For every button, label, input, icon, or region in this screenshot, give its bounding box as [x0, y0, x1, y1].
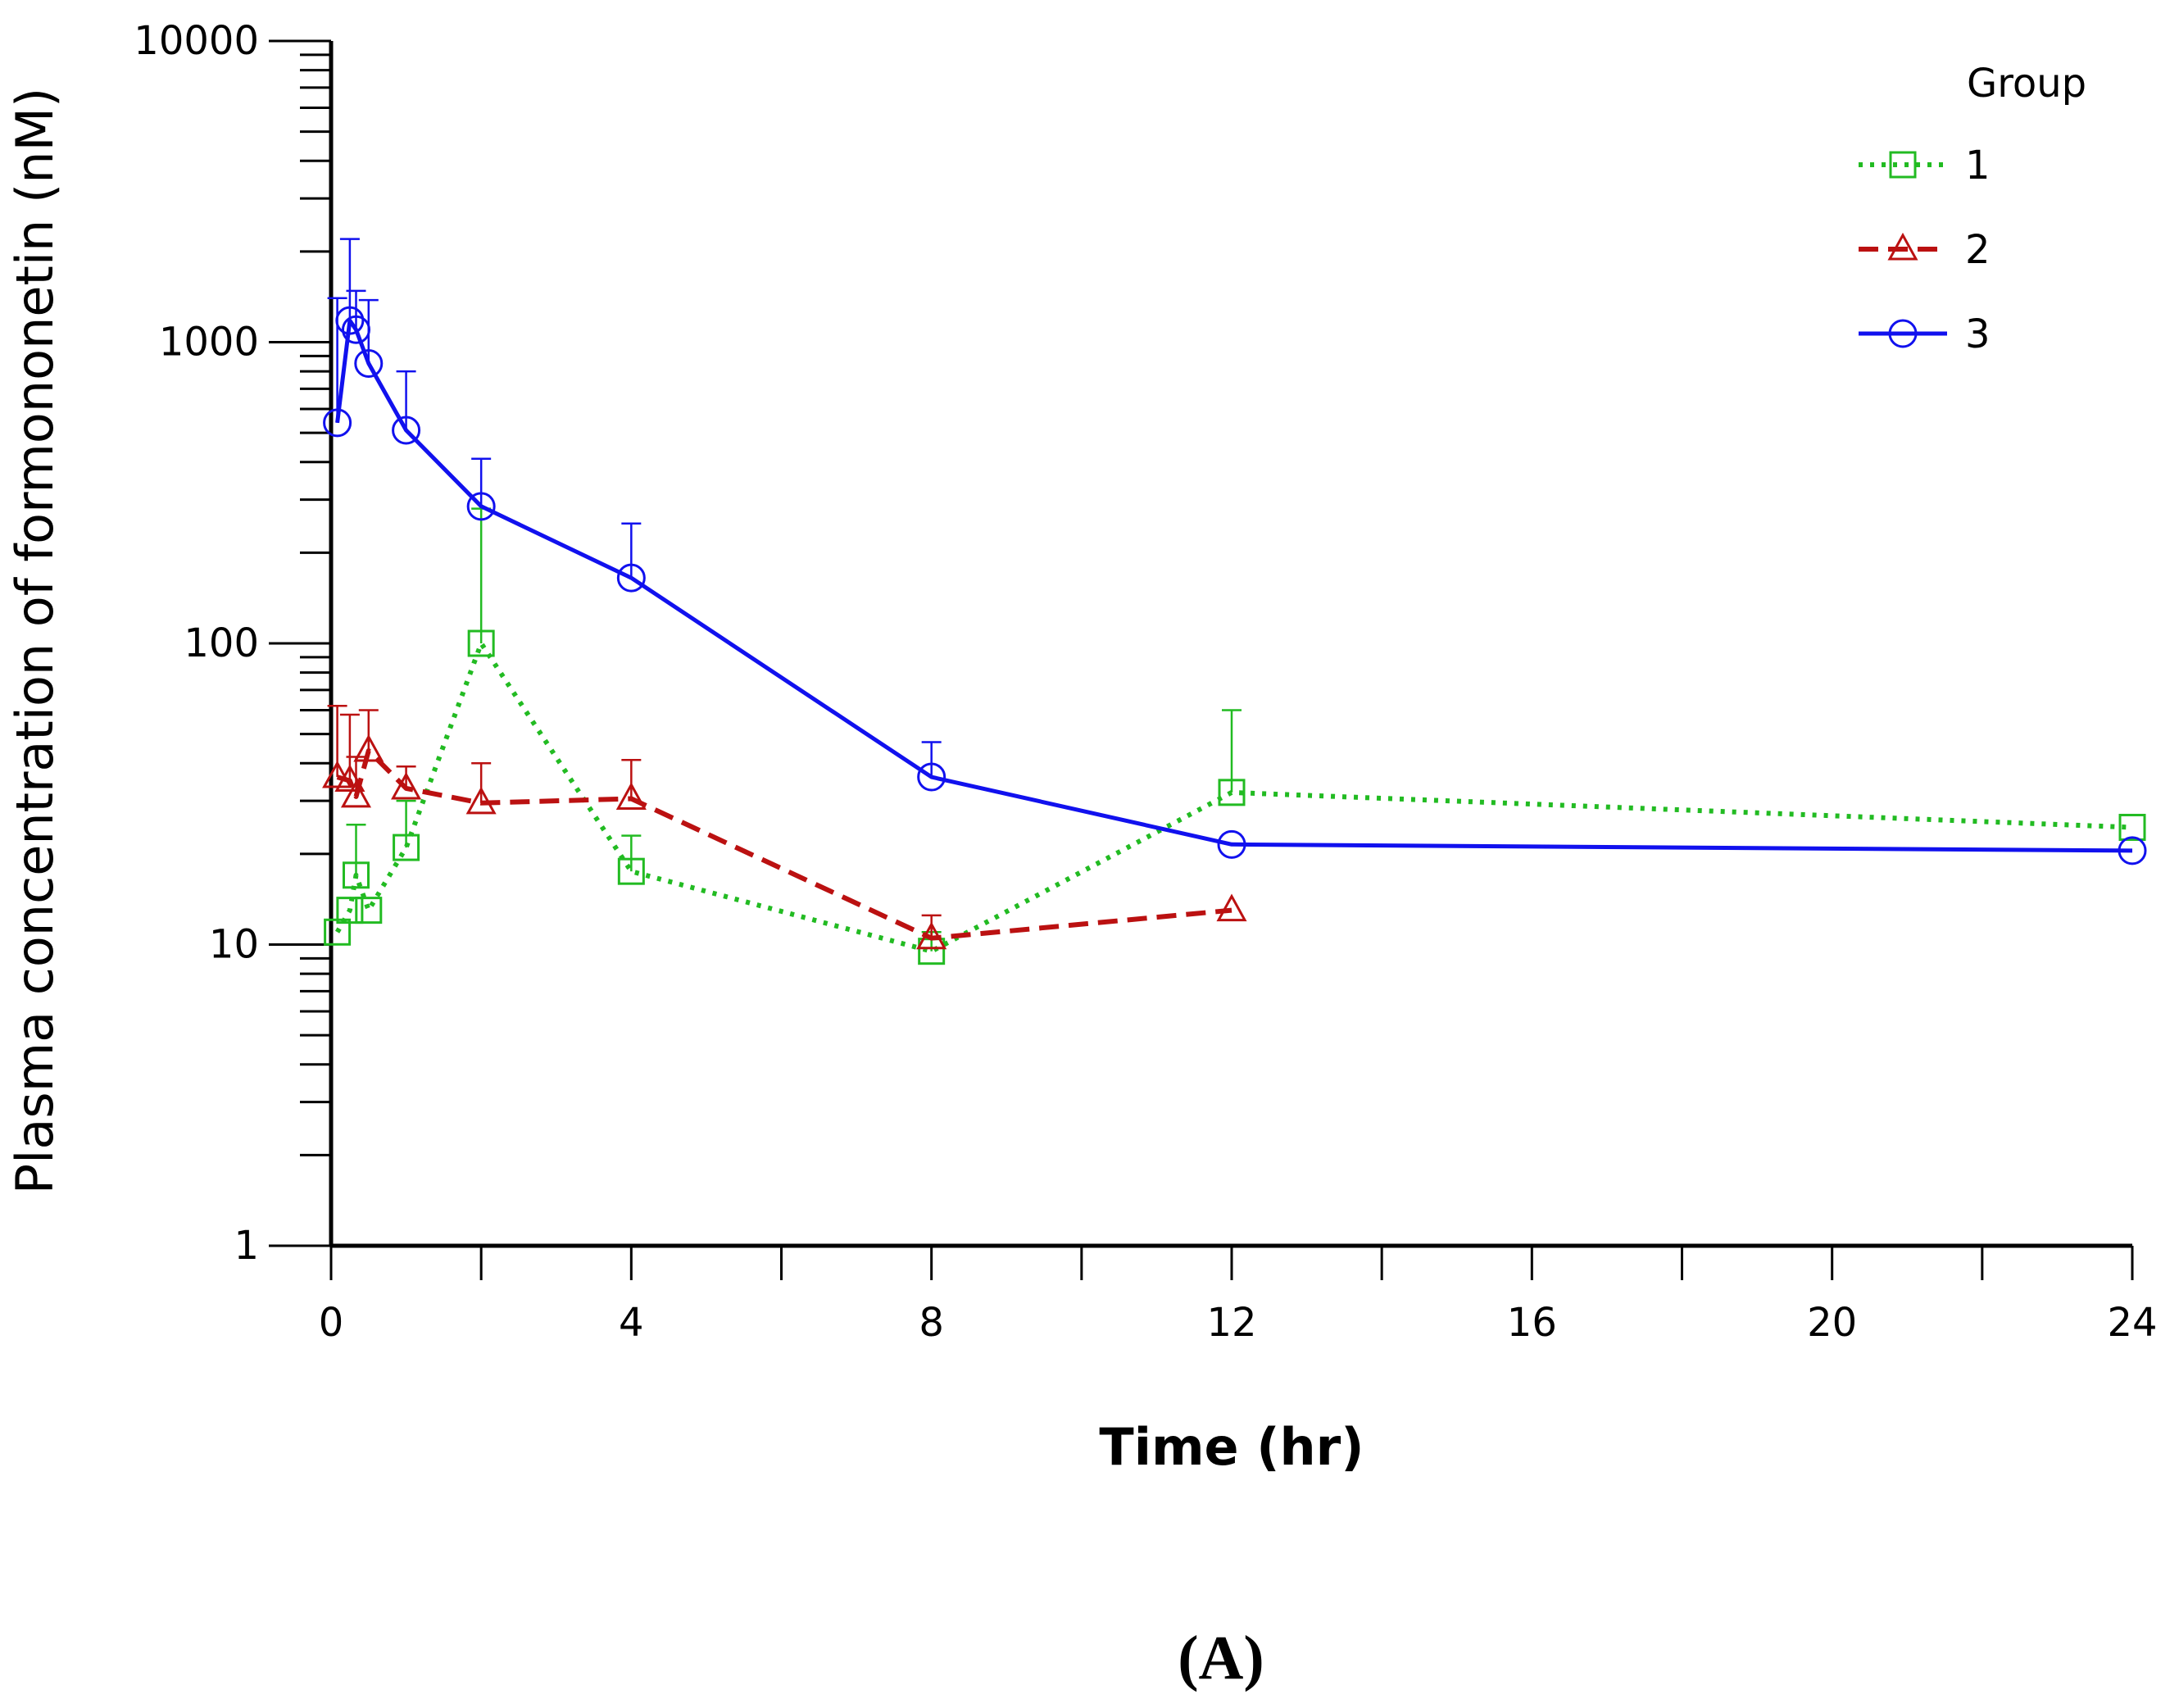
data-point	[467, 629, 495, 657]
data-point	[392, 416, 421, 445]
data-point	[1218, 779, 1246, 806]
data-point	[466, 492, 496, 521]
series-group	[322, 238, 2147, 965]
y-tick-label: 10000	[134, 18, 259, 64]
data-point	[334, 764, 365, 793]
series-3	[323, 238, 2147, 865]
data-point	[323, 408, 352, 438]
data-point	[335, 306, 365, 335]
y-axis-title: Plasma concentration of formononetin (nM…	[5, 88, 65, 1194]
data-point	[322, 760, 353, 788]
y-tick-label: 10	[209, 922, 259, 968]
legend-item-1: 1	[1859, 143, 1991, 189]
x-tick-label: 4	[619, 1300, 644, 1346]
legend-marker	[1887, 232, 1918, 261]
x-tick-label: 12	[1206, 1300, 1256, 1346]
data-point	[1217, 829, 1246, 859]
data-point	[617, 857, 645, 885]
legend-title: Group	[1967, 61, 2086, 107]
data-point	[465, 786, 497, 815]
data-point	[391, 771, 422, 800]
data-point	[355, 897, 383, 924]
data-point	[916, 921, 947, 950]
data-point	[2118, 813, 2146, 841]
data-point	[616, 563, 646, 593]
legend-group: Group 1 2 3	[1859, 61, 2086, 357]
x-tick-label: 0	[319, 1300, 344, 1346]
data-point	[615, 782, 647, 811]
series-2	[322, 705, 1247, 950]
data-point	[2118, 836, 2147, 865]
legend-item-2: 2	[1859, 227, 1991, 273]
legend-marker	[1888, 319, 1918, 348]
x-tick-label: 8	[919, 1300, 944, 1346]
data-point	[341, 315, 370, 344]
x-tick-label: 24	[2107, 1300, 2157, 1346]
x-tick-label: 16	[1507, 1300, 1557, 1346]
data-point	[340, 779, 372, 808]
legend-item-3: 3	[1859, 311, 1991, 357]
legend-label: 2	[1965, 227, 1991, 273]
panel-label: (A)	[1178, 1624, 1264, 1692]
series-line	[335, 318, 2133, 853]
legend-label: 3	[1965, 311, 1991, 357]
data-point	[1216, 893, 1247, 922]
data-point	[917, 762, 947, 792]
series-1	[324, 507, 2146, 965]
legend-label: 1	[1965, 143, 1991, 189]
series-line	[336, 748, 1232, 941]
y-tick-label: 1	[234, 1223, 259, 1269]
data-point	[918, 938, 946, 965]
y-tick-label: 100	[184, 620, 259, 666]
y-tick-label: 1000	[159, 320, 259, 366]
legend-marker	[1889, 151, 1917, 179]
x-axis-title: Time (hr)	[1099, 1417, 1364, 1477]
data-point	[353, 734, 384, 762]
data-point	[336, 897, 364, 924]
data-point	[342, 861, 370, 889]
x-tick-label: 20	[1807, 1300, 1857, 1346]
data-point	[393, 834, 420, 861]
data-point	[354, 348, 384, 378]
